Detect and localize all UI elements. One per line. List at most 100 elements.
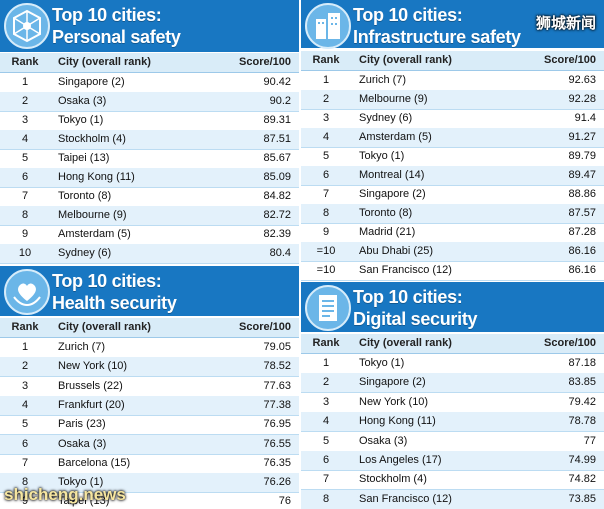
column-header-row: Rank City (overall rank) Score/100 <box>0 318 299 338</box>
city-cell: Singapore (2) <box>359 376 426 389</box>
panel-title-line1: Top 10 cities: <box>353 287 463 307</box>
heart-hands-icon <box>4 269 50 315</box>
city-cell: Singapore (2) <box>359 188 426 200</box>
score-cell: 82.72 <box>263 209 291 221</box>
col-rank: Rank <box>11 56 39 68</box>
col-city: City (overall rank) <box>58 321 151 333</box>
score-cell: 83.85 <box>568 376 596 389</box>
table-row: 4 Frankfurt (20) 77.38 <box>0 395 299 416</box>
rank-cell: 5 <box>21 418 29 431</box>
rank-cell: 7 <box>21 190 29 202</box>
city-cell: San Francisco (12) <box>359 492 452 505</box>
col-city: City (overall rank) <box>359 337 452 349</box>
city-cell: Tokyo (1) <box>58 476 104 489</box>
city-cell: Stockholm (4) <box>58 133 126 145</box>
rank-cell: 6 <box>322 454 330 466</box>
table-row: 9 Amsterdam (5) 82.39 <box>0 225 299 245</box>
table-row: 4 Stockholm (4) 87.51 <box>0 130 299 150</box>
col-score: Score/100 <box>239 321 291 333</box>
score-cell: 87.18 <box>568 357 596 369</box>
score-cell: 82.39 <box>263 228 291 240</box>
score-cell: 89.31 <box>263 114 291 126</box>
score-cell: 76.35 <box>263 456 291 469</box>
rank-cell: 2 <box>322 376 330 389</box>
document-icon <box>305 285 351 331</box>
rank-cell: 8 <box>322 492 330 505</box>
rank-cell: 6 <box>322 169 330 181</box>
table-row: 7 Barcelona (15) 76.35 <box>0 454 299 474</box>
city-cell: Frankfurt (20) <box>58 398 125 411</box>
rank-cell: 2 <box>21 95 29 107</box>
score-cell: 84.82 <box>263 190 291 202</box>
col-rank: Rank <box>11 321 39 333</box>
city-cell: Osaka (3) <box>58 437 107 450</box>
city-cell: Los Angeles (17) <box>359 454 442 466</box>
col-score: Score/100 <box>239 56 291 68</box>
table-row: 4 Amsterdam (5) 91.27 <box>301 128 604 148</box>
panel-title-line2: Digital security <box>353 309 478 329</box>
table-row: 8 San Francisco (12) 73.85 <box>301 489 604 509</box>
city-cell: Stockholm (4) <box>359 473 427 486</box>
col-score: Score/100 <box>544 54 596 66</box>
rank-cell: 10 <box>18 247 32 259</box>
table-row: 3 Tokyo (1) 89.31 <box>0 111 299 131</box>
city-cell: Toronto (8) <box>58 190 112 202</box>
city-cell: New York (10) <box>58 360 128 373</box>
watermark-chinese: 狮城新闻 <box>535 15 596 32</box>
rank-cell: 3 <box>322 112 330 124</box>
rank-cell: 8 <box>21 476 29 489</box>
score-cell: 76 <box>278 495 291 508</box>
score-cell: 74.82 <box>568 473 596 486</box>
city-cell: Melbourne (9) <box>359 93 428 105</box>
score-cell: 85.67 <box>263 152 291 164</box>
rank-cell: 2 <box>21 360 29 373</box>
table-row: 7 Stockholm (4) 74.82 <box>301 470 604 491</box>
rank-cell: 4 <box>21 133 29 145</box>
rank-cell: 1 <box>21 341 29 353</box>
city-cell: Zurich (7) <box>58 341 106 353</box>
score-cell: 74.99 <box>568 454 596 466</box>
city-cell: New York (10) <box>359 395 429 408</box>
rank-cell: 3 <box>322 395 330 408</box>
score-cell: 87.57 <box>568 207 596 219</box>
panel-header: Top 10 cities: Digital security <box>301 282 604 332</box>
table-row: 2 Melbourne (9) 92.28 <box>301 90 604 110</box>
rank-cell: 5 <box>21 152 29 164</box>
col-city: City (overall rank) <box>359 54 452 66</box>
city-cell: Toronto (8) <box>359 207 413 219</box>
score-cell: 80.4 <box>269 247 291 259</box>
score-cell: 91.27 <box>568 131 596 143</box>
panel-digital-security: Top 10 cities: Digital security Rank Cit… <box>301 282 604 509</box>
city-cell: Barcelona (15) <box>58 456 131 469</box>
score-cell: 91.4 <box>574 112 596 124</box>
column-header-row: Rank City (overall rank) Score/100 <box>0 53 299 73</box>
rank-cell: 8 <box>21 209 29 221</box>
city-cell: Taipei (13) <box>58 495 110 508</box>
panel-header: Top 10 cities: Health security <box>0 266 299 316</box>
network-icon <box>4 3 50 49</box>
rank-cell: 1 <box>322 74 330 86</box>
buildings-icon <box>305 3 351 49</box>
table-row: 1 Zurich (7) 79.05 <box>0 338 299 358</box>
table-row: 7 Toronto (8) 84.82 <box>0 187 299 207</box>
city-cell: Tokyo (1) <box>58 114 104 126</box>
panel-personal-safety: Top 10 cities: Personal safety Rank City… <box>0 0 299 264</box>
city-cell: Tokyo (1) <box>359 150 405 162</box>
score-cell: 88.86 <box>568 188 596 200</box>
table-row: 5 Osaka (3) 77 <box>301 432 604 452</box>
col-score: Score/100 <box>544 337 596 349</box>
rank-cell: 2 <box>322 93 330 105</box>
score-cell: 86.16 <box>568 245 596 257</box>
rank-cell: 3 <box>21 114 29 126</box>
score-cell: 76.26 <box>263 476 291 489</box>
score-cell: 77.38 <box>263 398 291 411</box>
table-row: 6 Osaka (3) 76.55 <box>0 434 299 455</box>
rank-cell: 5 <box>322 434 330 447</box>
table-row: 5 Tokyo (1) 89.79 <box>301 147 604 167</box>
table-row: 4 Hong Kong (11) 78.78 <box>301 412 604 433</box>
city-cell: Paris (23) <box>58 418 106 431</box>
rank-cell: 6 <box>21 437 29 450</box>
column-header-row: Rank City (overall rank) Score/100 <box>301 334 604 354</box>
table-row: 2 Osaka (3) 90.2 <box>0 92 299 112</box>
rank-cell: 3 <box>21 379 29 392</box>
